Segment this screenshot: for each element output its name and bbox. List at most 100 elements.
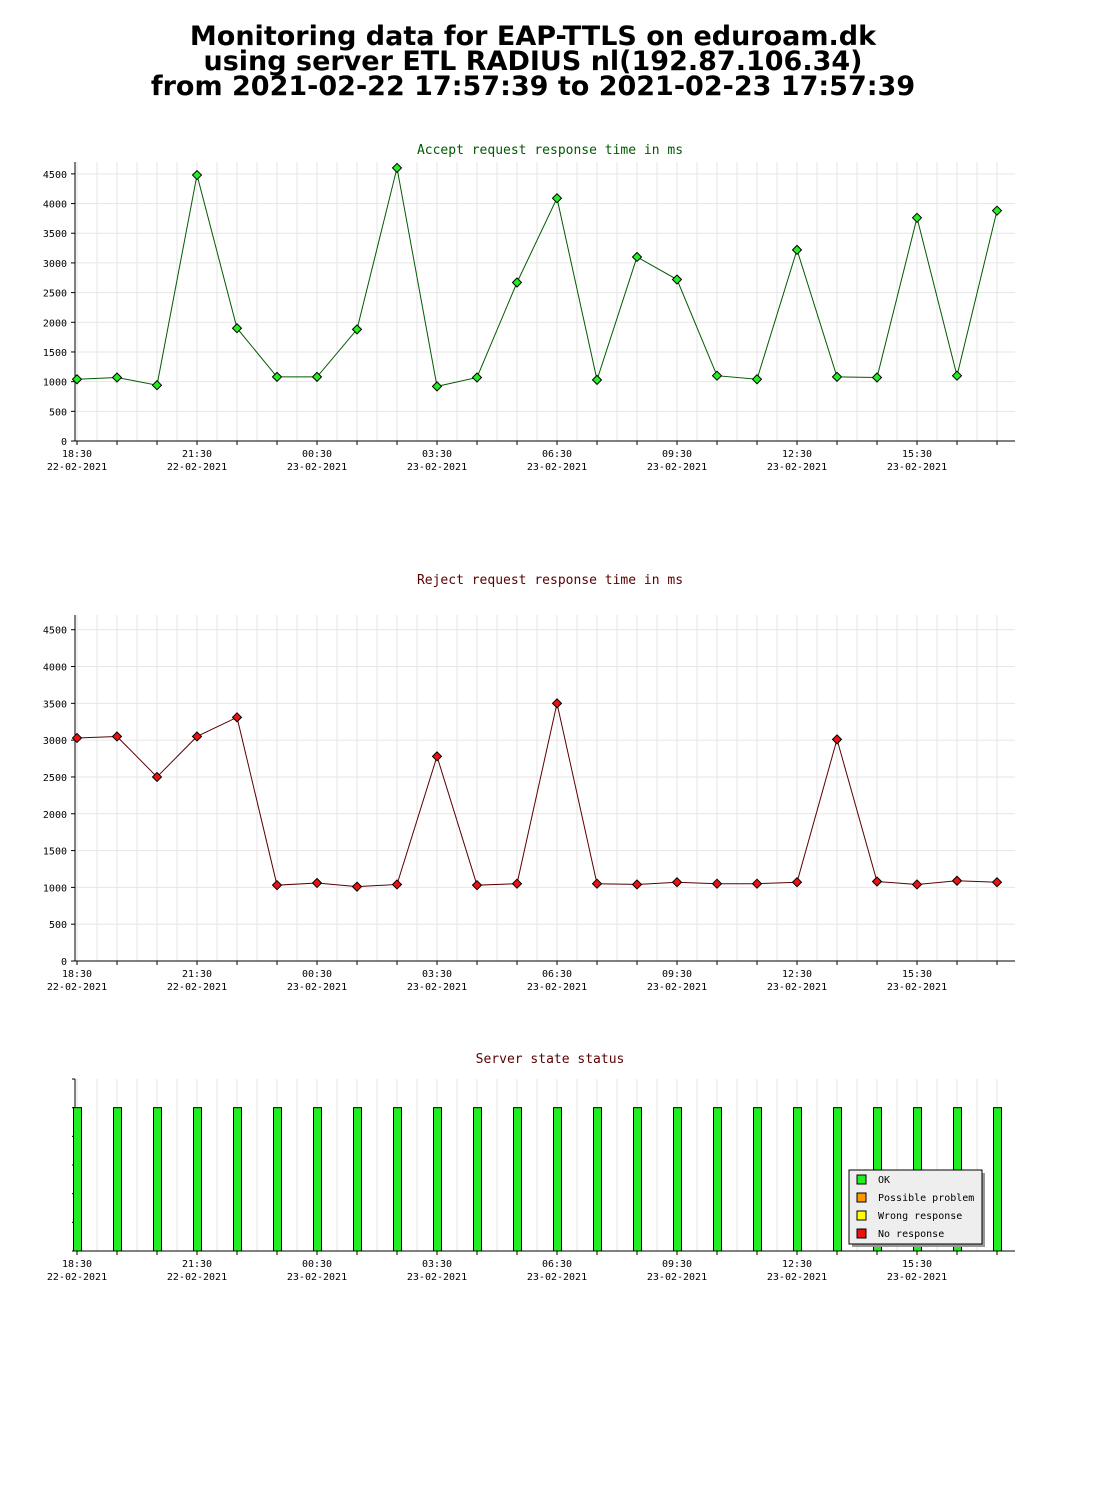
status-bar bbox=[233, 1107, 242, 1252]
y-tick-label: 0 bbox=[61, 957, 67, 968]
data-point bbox=[591, 878, 603, 889]
x-tick-time-label: 18:30 bbox=[62, 1259, 92, 1270]
status-bar bbox=[73, 1107, 82, 1252]
status-bar bbox=[353, 1107, 362, 1252]
y-tick-label: 500 bbox=[49, 920, 67, 931]
x-tick-date-label: 22-02-2021 bbox=[47, 982, 107, 993]
data-point bbox=[471, 879, 483, 891]
data-point bbox=[71, 732, 83, 744]
y-tick-label: 3000 bbox=[43, 736, 67, 747]
x-tick-time-label: 21:30 bbox=[182, 1259, 212, 1270]
x-tick-time-label: 03:30 bbox=[422, 969, 452, 980]
data-point bbox=[751, 374, 763, 385]
x-tick-time-label: 15:30 bbox=[902, 969, 932, 980]
status-bar bbox=[633, 1107, 642, 1252]
data-point bbox=[751, 878, 763, 889]
status-bar bbox=[713, 1107, 722, 1252]
x-tick-time-label: 12:30 bbox=[782, 969, 812, 980]
x-tick-date-label: 23-02-2021 bbox=[287, 982, 347, 993]
data-point bbox=[431, 381, 443, 392]
data-point bbox=[551, 193, 563, 204]
x-tick-date-label: 22-02-2021 bbox=[47, 1272, 107, 1283]
legend-box bbox=[848, 1169, 983, 1245]
data-point bbox=[431, 751, 443, 762]
status-bar bbox=[153, 1107, 162, 1252]
status-bar bbox=[673, 1107, 682, 1252]
data-point bbox=[711, 878, 723, 889]
x-tick-time-label: 21:30 bbox=[182, 449, 212, 460]
x-tick-time-label: 06:30 bbox=[542, 1259, 572, 1270]
data-point bbox=[151, 379, 163, 391]
data-point bbox=[191, 731, 203, 742]
x-tick-date-label: 23-02-2021 bbox=[767, 462, 827, 473]
status-bar bbox=[793, 1107, 802, 1252]
x-tick-time-label: 00:30 bbox=[302, 969, 332, 980]
x-tick-time-label: 21:30 bbox=[182, 969, 212, 980]
x-tick-date-label: 23-02-2021 bbox=[287, 462, 347, 473]
title-line-2: using server ETL RADIUS nl(192.87.106.34… bbox=[203, 46, 863, 77]
legend-swatch bbox=[856, 1192, 867, 1203]
status-bar bbox=[833, 1107, 842, 1252]
y-tick-label: 4500 bbox=[43, 170, 67, 181]
status-bar bbox=[113, 1107, 122, 1252]
series-line bbox=[76, 703, 998, 888]
data-point bbox=[271, 879, 283, 891]
y-tick-label: 4500 bbox=[43, 626, 67, 637]
data-point bbox=[951, 370, 963, 381]
data-point bbox=[711, 370, 723, 381]
status-bar bbox=[993, 1107, 1002, 1252]
title-line-3: from 2021-02-22 17:57:39 to 2021-02-23 1… bbox=[150, 71, 916, 102]
data-point bbox=[511, 277, 523, 288]
data-point bbox=[791, 244, 803, 256]
data-point bbox=[151, 771, 163, 783]
main-title: Monitoring data for EAP-TTLS on eduroam.… bbox=[0, 23, 1066, 102]
x-tick-time-label: 12:30 bbox=[782, 1259, 812, 1270]
data-point bbox=[951, 875, 963, 886]
data-point bbox=[111, 372, 123, 383]
data-point bbox=[271, 371, 283, 383]
x-tick-time-label: 00:30 bbox=[302, 1259, 332, 1270]
y-tick-label: 3000 bbox=[43, 259, 67, 270]
data-point bbox=[911, 212, 923, 224]
status-bar bbox=[593, 1107, 602, 1252]
x-tick-date-label: 22-02-2021 bbox=[167, 982, 227, 993]
x-tick-time-label: 00:30 bbox=[302, 449, 332, 460]
y-tick-label: 0 bbox=[61, 437, 67, 448]
legend-swatch bbox=[856, 1210, 867, 1221]
data-point bbox=[991, 205, 1003, 216]
status-bar bbox=[473, 1107, 482, 1252]
legend-swatch bbox=[856, 1174, 867, 1185]
x-tick-date-label: 23-02-2021 bbox=[407, 1272, 467, 1283]
x-tick-time-label: 18:30 bbox=[62, 449, 92, 460]
x-tick-date-label: 22-02-2021 bbox=[167, 1272, 227, 1283]
data-point bbox=[791, 877, 803, 888]
x-tick-time-label: 12:30 bbox=[782, 449, 812, 460]
x-tick-time-label: 09:30 bbox=[662, 449, 692, 460]
data-point bbox=[351, 324, 363, 335]
data-point bbox=[671, 877, 683, 888]
status-bar bbox=[553, 1107, 562, 1252]
y-tick-label: 2500 bbox=[43, 289, 67, 300]
y-tick-label: 4000 bbox=[43, 663, 67, 674]
y-tick-label: 1000 bbox=[43, 883, 67, 894]
x-tick-time-label: 06:30 bbox=[542, 969, 572, 980]
legend-label: OK bbox=[878, 1175, 890, 1186]
series-line bbox=[76, 167, 998, 387]
legend-label: Wrong response bbox=[878, 1211, 962, 1222]
data-point bbox=[831, 734, 843, 745]
x-tick-date-label: 23-02-2021 bbox=[407, 462, 467, 473]
data-point bbox=[231, 323, 243, 334]
x-tick-time-label: 15:30 bbox=[902, 1259, 932, 1270]
status-bar bbox=[393, 1107, 402, 1252]
data-point bbox=[871, 876, 883, 887]
data-point bbox=[111, 731, 123, 742]
status-bar bbox=[753, 1107, 762, 1252]
status-bar bbox=[313, 1107, 322, 1252]
x-tick-time-label: 03:30 bbox=[422, 1259, 452, 1270]
y-tick-label: 500 bbox=[49, 407, 67, 418]
status-bar bbox=[433, 1107, 442, 1252]
x-tick-date-label: 23-02-2021 bbox=[647, 1272, 707, 1283]
data-point bbox=[511, 878, 523, 889]
x-tick-time-label: 06:30 bbox=[542, 449, 572, 460]
x-tick-date-label: 23-02-2021 bbox=[647, 982, 707, 993]
